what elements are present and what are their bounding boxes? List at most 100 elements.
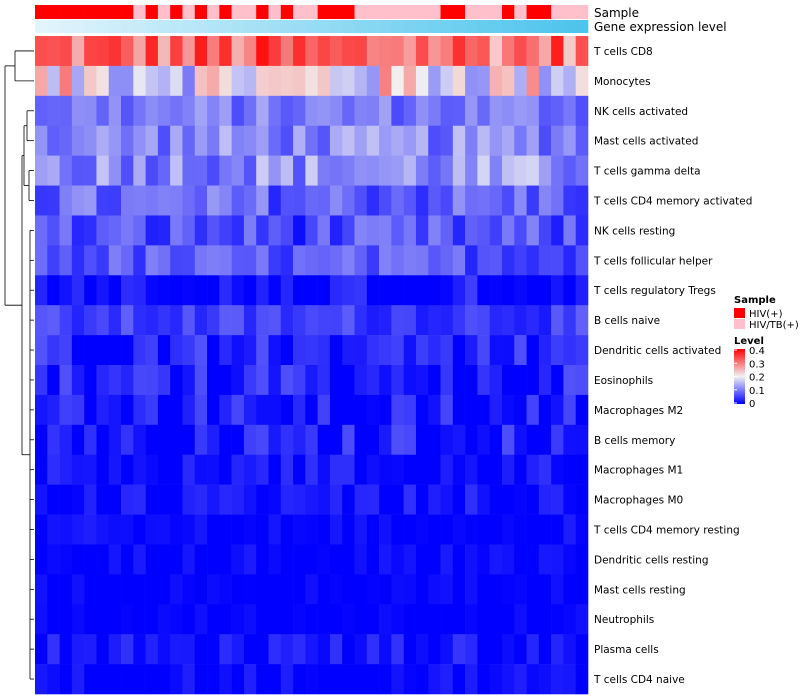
heatmap-cell [293,65,306,97]
gene-expression-annotation-cell [145,20,159,33]
heatmap-cell [575,634,589,665]
gene-expression-annotation-cell [391,20,404,33]
heatmap-cell [403,365,417,396]
heatmap-cell [514,544,527,575]
heatmap-cell [194,484,208,515]
heatmap-cell [207,95,220,127]
heatmap-cell [440,484,454,515]
heatmap-cell [182,185,196,216]
heatmap-cell [440,125,454,156]
heatmap-cell [219,185,232,216]
heatmap-cell [477,275,490,306]
heatmap-cell [47,454,60,485]
heatmap-cell [170,424,183,456]
heatmap-cell [526,65,540,97]
heatmap-cell [256,185,269,216]
heatmap-cell [354,335,368,366]
heatmap-cell [514,305,527,336]
heatmap-cell [526,484,540,515]
heatmap-cell [96,245,110,276]
heatmap-cell [391,125,404,156]
heatmap-cell [256,574,269,605]
heatmap-cell [96,574,110,605]
heatmap-cell [231,634,245,665]
heatmap-cell [145,245,159,276]
heatmap-cell [403,275,417,306]
heatmap-cell [268,36,282,67]
heatmap-cell [280,514,294,545]
heatmap-cell [96,65,110,97]
heatmap-cell [243,215,257,246]
heatmap-cell [305,305,318,336]
heatmap-cell [415,574,429,605]
heatmap-cell [575,215,589,246]
level-colorbar [734,349,745,404]
heatmap-cell [293,215,306,246]
heatmap-cell [96,394,110,426]
heatmap-cell [440,245,454,276]
heatmap-cell [465,305,478,336]
heatmap-cell [182,394,196,426]
heatmap-cell [489,65,503,97]
heatmap-cell [194,634,208,665]
heatmap-cell [108,36,122,67]
heatmap-cell [207,155,220,186]
heatmap-cell [342,305,355,336]
sample-legend-label: HIV/TB(+) [749,320,799,331]
heatmap-cell [563,185,577,216]
heatmap-cell [514,275,527,306]
heatmap-cell [207,394,220,426]
heatmap-cell [366,424,380,456]
heatmap-cell [243,574,257,605]
heatmap-cell [538,514,552,545]
row-dendrogram [4,50,34,680]
heatmap-cell [268,454,282,485]
heatmap-cell [452,125,466,156]
heatmap-cell [219,155,232,186]
heatmap-cell [35,335,48,366]
heatmap-cell [182,424,196,456]
heatmap-cell [84,65,97,97]
heatmap-cell [145,664,159,695]
heatmap-cell [108,185,122,216]
heatmap-cell [84,215,97,246]
heatmap-cell [268,394,282,426]
heatmap-cell [108,514,122,545]
heatmap-cell [440,275,454,306]
heatmap-cell [477,215,490,246]
heatmap-cell [391,305,404,336]
level-legend-title: Level [734,336,764,347]
heatmap-cell [514,36,527,67]
heatmap-cell [477,125,490,156]
heatmap-cell [379,514,392,545]
row-label: T cells CD4 naive [593,674,685,686]
heatmap-cell [403,335,417,366]
heatmap-cell [108,275,122,306]
heatmap-cell [526,574,540,605]
gene-expression-annotation-cell [538,20,552,33]
heatmap-cell [219,574,232,605]
heatmap-cell [96,544,110,575]
heatmap-cell [35,544,48,575]
heatmap-cell [551,664,564,695]
heatmap-cell [465,95,478,127]
heatmap-cell [563,335,577,366]
heatmap-cell [379,65,392,97]
heatmap-cell [145,335,159,366]
legend: Sample HIV(+)HIV/TB(+) Level 0.4 0.3 0.2 0.… [734,295,799,410]
heatmap-cell [452,454,466,485]
heatmap-cell [133,424,146,456]
heatmap-cell [59,544,73,575]
heatmap-cell [551,275,564,306]
heatmap-cell [354,574,368,605]
heatmap-cell [219,454,232,485]
heatmap-cell [379,36,392,67]
heatmap-cell [71,215,85,246]
heatmap-cell [84,484,97,515]
heatmap-cell [96,514,110,545]
sample-legend-label: HIV(+) [749,309,783,320]
heatmap-cell [256,275,269,306]
heatmap-cell [207,424,220,456]
heatmap-cell [477,245,490,276]
heatmap-cell [71,185,85,216]
